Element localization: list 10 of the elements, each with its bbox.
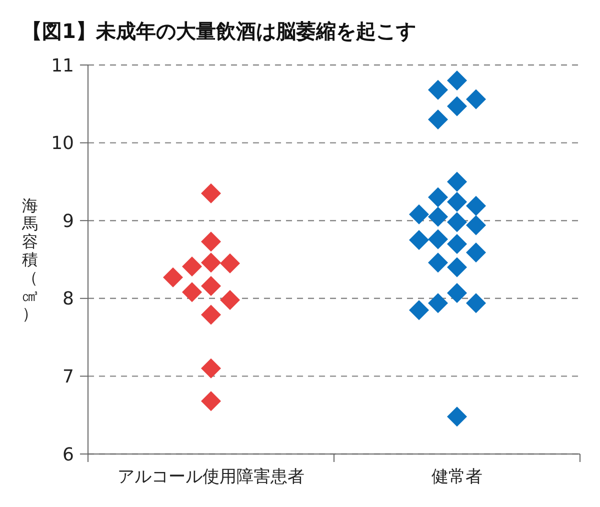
y-tick-label: 9: [62, 210, 74, 232]
y-tick-label: 7: [62, 366, 74, 388]
y-tick-label: 6: [62, 444, 74, 466]
x-tick-label: アルコール使用障害患者: [118, 467, 304, 487]
y-tick-label: 11: [51, 55, 74, 76]
x-tick-label: 健常者: [432, 467, 482, 487]
chart-title: 【図1】未成年の大量飲酒は脳萎縮を起こす: [22, 19, 416, 43]
y-tick-label: 8: [62, 288, 74, 310]
y-tick-label: 10: [51, 133, 74, 154]
y-axis-title: 海馬容積（㎤）: [21, 196, 38, 324]
